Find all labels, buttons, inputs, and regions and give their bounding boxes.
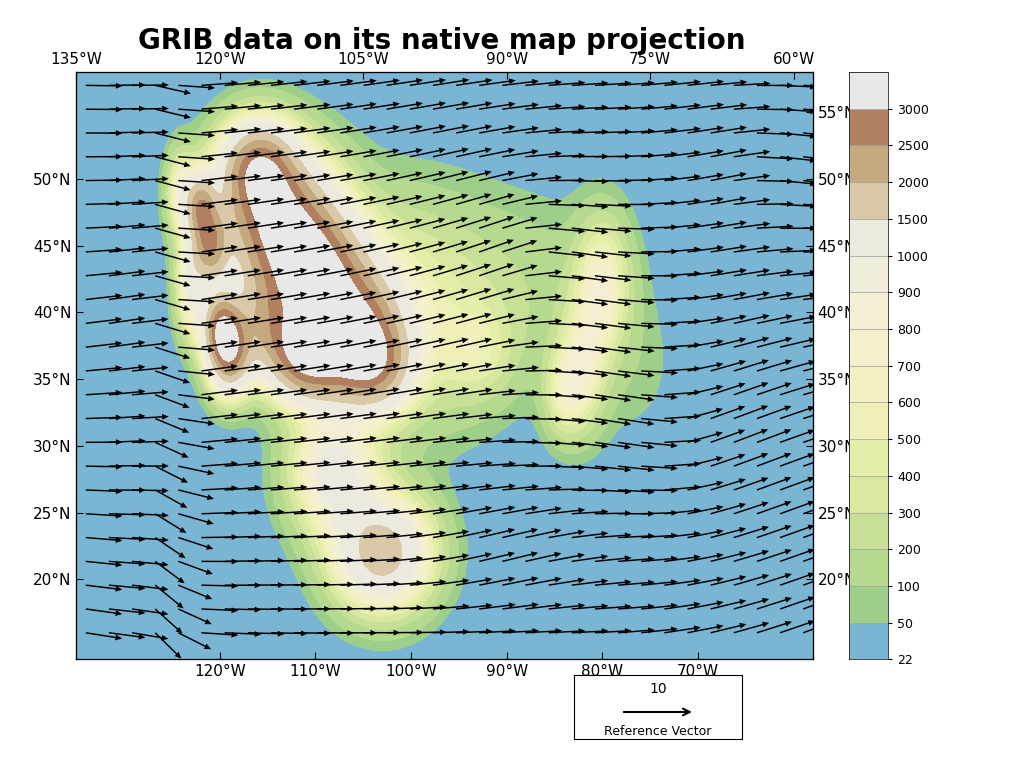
Bar: [849, 402, 888, 439]
Text: 10: 10: [649, 681, 666, 696]
Bar: [849, 182, 888, 219]
Bar: [849, 255, 888, 293]
Bar: [849, 439, 888, 476]
Bar: [849, 623, 888, 659]
Bar: [849, 476, 888, 512]
Bar: [849, 365, 888, 402]
Bar: [849, 146, 888, 182]
Bar: [849, 293, 888, 329]
Bar: [849, 512, 888, 550]
Bar: [849, 108, 888, 146]
Bar: [849, 219, 888, 255]
Text: Reference Vector: Reference Vector: [605, 725, 711, 738]
Bar: [849, 586, 888, 623]
Bar: [849, 72, 888, 108]
Bar: [849, 329, 888, 365]
Bar: [849, 550, 888, 586]
Text: GRIB data on its native map projection: GRIB data on its native map projection: [138, 27, 746, 55]
